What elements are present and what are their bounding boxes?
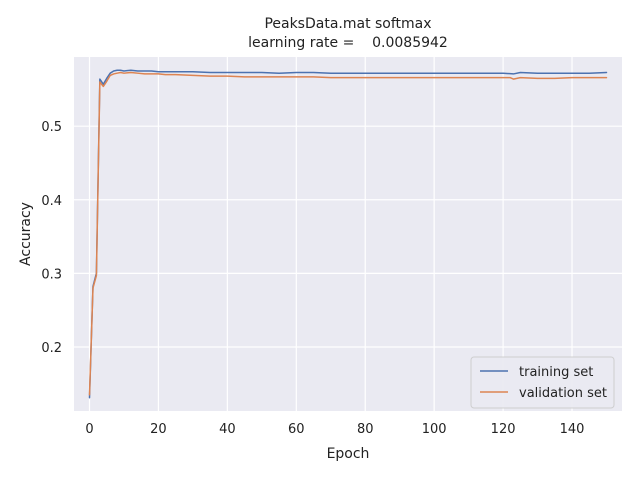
y-tick-label: 0.3 bbox=[41, 267, 62, 282]
x-tick-label: 60 bbox=[288, 422, 305, 437]
plot-background bbox=[74, 57, 622, 411]
x-tick-label: 0 bbox=[85, 422, 93, 437]
legend: training set validation set bbox=[470, 356, 615, 409]
series-group bbox=[88, 69, 608, 399]
chart-subtitle: learning rate = 0.0085942 bbox=[248, 35, 448, 51]
x-tick-label: 80 bbox=[357, 422, 374, 437]
y-tick-label: 0.5 bbox=[41, 120, 62, 135]
y-tick-label: 0.4 bbox=[41, 194, 62, 209]
chart-title: PeaksData.mat softmax bbox=[264, 16, 431, 32]
x-tick-label: 40 bbox=[219, 422, 236, 437]
x-tick-label: 140 bbox=[560, 422, 585, 437]
y-tick-label: 0.2 bbox=[41, 341, 62, 356]
series-line-validation-set bbox=[88, 71, 608, 396]
x-axis-ticks: 0 20 40 60 80 100 120 140 bbox=[85, 422, 584, 437]
legend-box bbox=[470, 356, 615, 409]
y-axis-label: Accuracy bbox=[18, 202, 34, 266]
y-axis-ticks: 0.2 0.3 0.4 0.5 bbox=[41, 120, 62, 356]
legend-label-training-set: training set bbox=[519, 365, 593, 380]
series-line-training-set bbox=[88, 69, 608, 399]
x-axis-label: Epoch bbox=[327, 446, 370, 462]
x-tick-label: 20 bbox=[150, 422, 167, 437]
x-tick-label: 120 bbox=[491, 422, 516, 437]
legend-label-validation-set: validation set bbox=[519, 386, 607, 401]
x-tick-label: 100 bbox=[422, 422, 447, 437]
grid bbox=[74, 57, 622, 411]
